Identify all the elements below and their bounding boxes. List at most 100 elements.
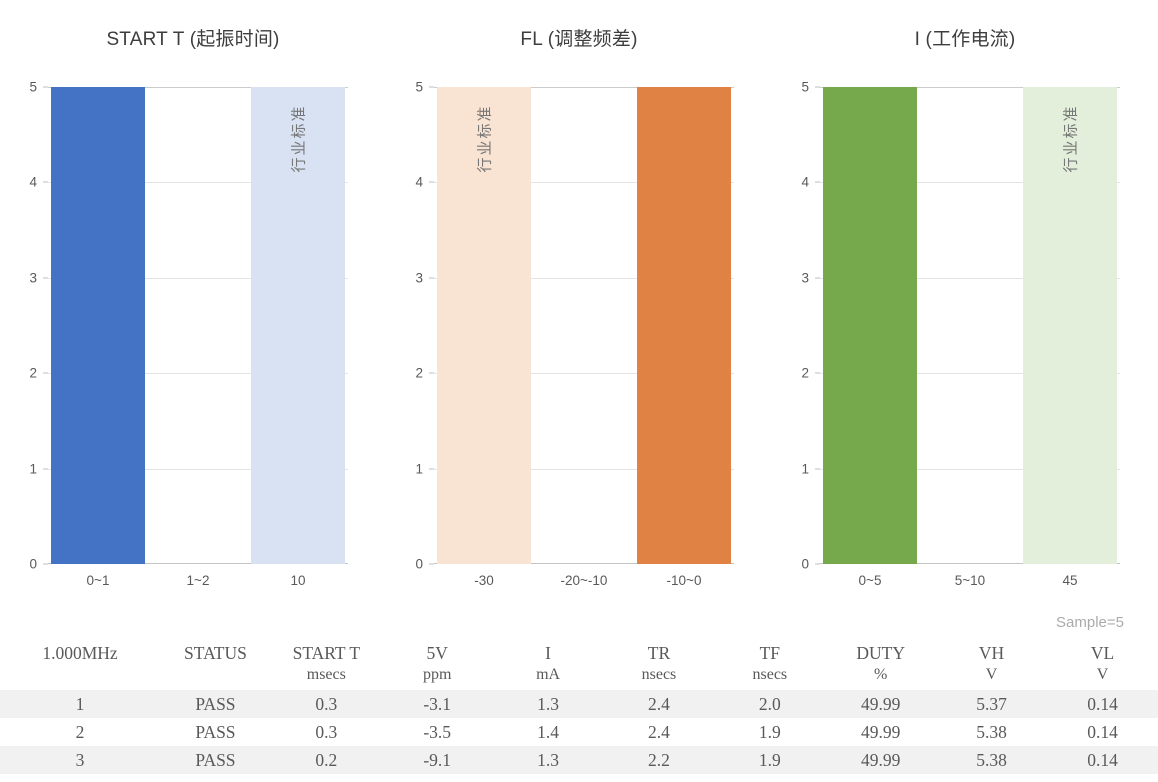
y-axis-tick: 1 <box>801 461 820 476</box>
y-axis-tick-label: 1 <box>29 461 37 477</box>
gridline <box>48 373 348 375</box>
table-cell: 5.38 <box>976 721 1007 742</box>
industry-standard-label: 行业标准 <box>1062 103 1080 173</box>
y-axis-tick-label: 1 <box>415 461 423 477</box>
y-axis-tick: 0 <box>415 557 434 572</box>
gridline <box>820 468 1120 470</box>
y-axis-tick-mark <box>815 468 820 470</box>
column-unit: V <box>1096 666 1109 683</box>
x-axis-label: 0~5 <box>858 573 882 588</box>
y-axis-tick: 0 <box>29 557 48 572</box>
bar-slot: 行业标准 <box>248 87 348 564</box>
y-axis-tick-label: 2 <box>801 365 809 381</box>
y-axis-tick-mark <box>815 277 820 279</box>
y-axis-tick: 1 <box>415 461 434 476</box>
y-axis-tick-mark <box>815 563 820 565</box>
gridline <box>434 563 734 564</box>
column-unit <box>0 666 160 690</box>
column-unit: V <box>985 666 998 683</box>
x-axis-label: 10 <box>290 573 306 588</box>
column-unit <box>160 666 271 690</box>
table-cell: 1 <box>75 693 85 714</box>
table-cell: 1.3 <box>537 749 559 770</box>
column-header: DUTY <box>856 643 905 663</box>
bar-slot <box>48 87 148 564</box>
industry-standard-label: 行业标准 <box>290 103 308 173</box>
y-axis-tick-label: 3 <box>29 270 37 286</box>
table-cell: 0.3 <box>315 693 338 714</box>
y-axis-tick: 2 <box>29 366 48 381</box>
gridline <box>48 87 348 88</box>
bar-slot <box>920 87 1020 564</box>
gridline <box>434 373 734 375</box>
bar <box>51 87 145 564</box>
y-axis-tick-mark <box>429 86 434 88</box>
table-cell: -3.5 <box>423 721 452 742</box>
gridline <box>434 87 734 88</box>
table-cell: 2.4 <box>648 721 670 742</box>
y-axis-tick-label: 4 <box>29 174 37 190</box>
y-axis-tick-mark <box>429 563 434 565</box>
table-cell: 5.38 <box>976 749 1007 770</box>
y-axis-tick-mark <box>429 468 434 470</box>
bar <box>637 87 731 564</box>
y-axis-tick-label: 0 <box>801 556 809 572</box>
table-cell: -9.1 <box>423 749 452 770</box>
table-cell: PASS <box>195 721 236 742</box>
y-axis-tick: 3 <box>801 270 820 285</box>
column-header: 1.000MHz <box>42 643 118 663</box>
bar-slot <box>820 87 920 564</box>
bar: 行业标准 <box>437 87 531 564</box>
y-axis-tick-mark <box>815 86 820 88</box>
gridline <box>48 277 348 279</box>
table-row: 2 PASS 0.3 -3.5 1.4 2.4 1.9 49.99 5.38 0.14 <box>0 718 1158 746</box>
table-cell: 49.99 <box>861 721 901 742</box>
table-cell: 3 <box>75 749 85 770</box>
header-units-row: msecs ppm mA nsecs nsecs% V V <box>0 666 1158 690</box>
table-cell: 0.2 <box>315 749 338 770</box>
table-cell: -3.1 <box>423 693 452 714</box>
x-axis-label: -10~0 <box>666 573 702 588</box>
chart-title: START T (起振时间) <box>106 29 280 50</box>
y-axis: 5 4 3 2 1 0 <box>0 80 48 572</box>
y-axis-tick-mark <box>43 372 48 374</box>
table-cell: 1.3 <box>537 693 559 714</box>
gridline <box>820 182 1120 184</box>
table-cell: 1.9 <box>758 721 781 742</box>
x-axis-labels: 0~1 1~2 10 <box>48 573 348 588</box>
y-axis-tick: 5 <box>801 80 820 95</box>
plot-area: 行业标准 <box>48 87 348 564</box>
plot-area: 行业标准 <box>434 87 734 564</box>
y-axis-tick-label: 0 <box>415 556 423 572</box>
y-axis-tick: 5 <box>29 80 48 95</box>
bar-slot <box>148 87 248 564</box>
y-axis-tick-label: 3 <box>801 270 809 286</box>
column-unit: msecs <box>306 666 346 683</box>
gridline <box>48 182 348 184</box>
y-axis-tick-label: 1 <box>801 461 809 477</box>
bars-row: 行业标准 <box>820 87 1120 564</box>
gridline <box>820 277 1120 279</box>
plot-area: 行业标准 <box>820 87 1120 564</box>
y-axis-tick: 3 <box>29 270 48 285</box>
y-axis-tick-mark <box>429 277 434 279</box>
y-axis-tick-mark <box>43 181 48 183</box>
industry-standard-label-wrap: 行业标准 <box>437 97 531 179</box>
y-axis-tick: 2 <box>415 366 434 381</box>
column-unit: nsecs <box>641 666 677 683</box>
y-axis-tick-mark <box>43 277 48 279</box>
plot-wrap: 5 4 3 2 1 0 行业标准 <box>772 80 1158 572</box>
column-header: VL <box>1090 643 1115 663</box>
table-cell: 2.2 <box>648 749 670 770</box>
table-cell: PASS <box>195 749 236 770</box>
column-header: START T <box>292 643 361 663</box>
table-cell: 0.3 <box>315 721 338 742</box>
y-axis-tick-label: 2 <box>415 365 423 381</box>
gridline <box>48 468 348 470</box>
chart-title: I (工作电流) <box>914 29 1016 50</box>
chart-title: FL (调整频差) <box>520 29 638 50</box>
column-header: TF <box>759 643 781 663</box>
y-axis-tick: 0 <box>801 557 820 572</box>
table-cell: 2.0 <box>758 693 781 714</box>
